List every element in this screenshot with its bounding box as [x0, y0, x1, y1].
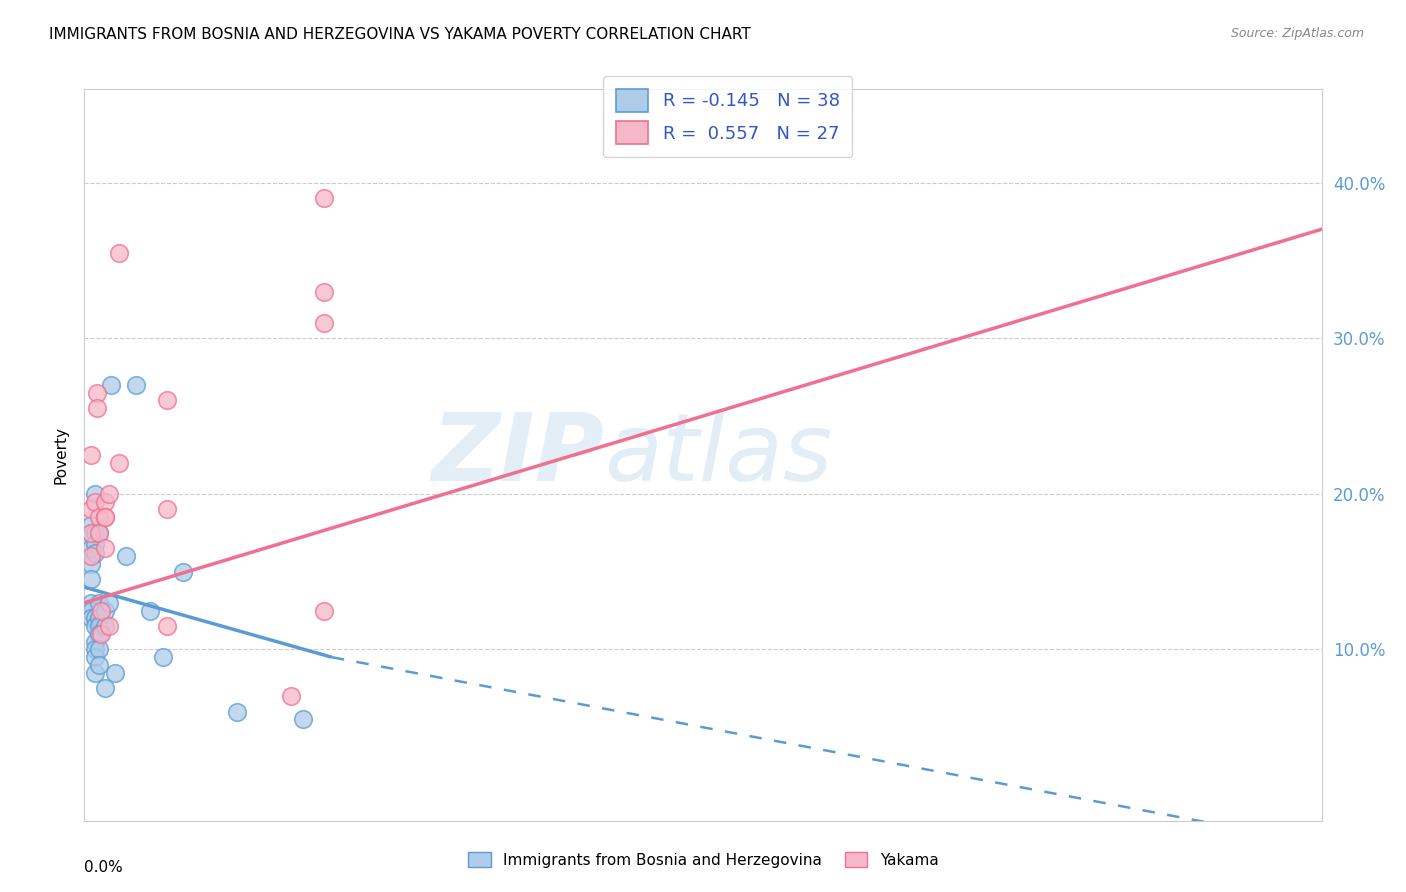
Point — [94, 541, 117, 556]
Point — [83, 650, 105, 665]
Point — [291, 713, 314, 727]
Point — [226, 705, 249, 719]
Point — [108, 245, 131, 260]
Point — [79, 611, 101, 625]
Point — [90, 603, 112, 617]
Legend: Immigrants from Bosnia and Herzegovina, Yakama: Immigrants from Bosnia and Herzegovina, … — [460, 844, 946, 875]
Point — [139, 603, 162, 617]
Point — [98, 619, 121, 633]
Point — [87, 596, 110, 610]
Point — [83, 494, 105, 508]
Point — [94, 494, 117, 508]
Point — [86, 385, 108, 400]
Point — [312, 285, 335, 299]
Point — [108, 456, 131, 470]
Point — [83, 611, 105, 625]
Point — [312, 191, 335, 205]
Point — [90, 627, 112, 641]
Point — [94, 619, 117, 633]
Point — [79, 448, 101, 462]
Point — [156, 502, 179, 516]
Point — [79, 596, 101, 610]
Point — [152, 650, 174, 665]
Point — [87, 525, 110, 540]
Y-axis label: Poverty: Poverty — [53, 425, 69, 484]
Point — [83, 619, 105, 633]
Point — [79, 557, 101, 571]
Point — [83, 536, 105, 550]
Point — [83, 546, 105, 560]
Point — [94, 510, 117, 524]
Point — [83, 642, 105, 657]
Point — [312, 316, 335, 330]
Point — [94, 681, 117, 696]
Point — [104, 665, 127, 680]
Point — [79, 525, 101, 540]
Point — [79, 518, 101, 533]
Point — [83, 525, 105, 540]
Point — [87, 642, 110, 657]
Point — [98, 596, 121, 610]
Point — [172, 565, 194, 579]
Point — [87, 611, 110, 625]
Point — [87, 658, 110, 673]
Point — [156, 619, 179, 633]
Point — [79, 525, 101, 540]
Point — [98, 487, 121, 501]
Point — [83, 634, 105, 648]
Point — [312, 603, 335, 617]
Text: ZIP: ZIP — [432, 409, 605, 501]
Text: 0.0%: 0.0% — [84, 860, 124, 874]
Point — [86, 401, 108, 416]
Point — [156, 393, 179, 408]
Point — [87, 627, 110, 641]
Point — [94, 603, 117, 617]
Legend: R = -0.145   N = 38, R =  0.557   N = 27: R = -0.145 N = 38, R = 0.557 N = 27 — [603, 77, 852, 157]
Point — [87, 525, 110, 540]
Text: IMMIGRANTS FROM BOSNIA AND HERZEGOVINA VS YAKAMA POVERTY CORRELATION CHART: IMMIGRANTS FROM BOSNIA AND HERZEGOVINA V… — [49, 27, 751, 42]
Point — [83, 487, 105, 501]
Text: atlas: atlas — [605, 409, 832, 500]
Point — [79, 573, 101, 587]
Point — [87, 619, 110, 633]
Point — [94, 510, 117, 524]
Point — [280, 689, 302, 703]
Point — [100, 377, 122, 392]
Point — [83, 665, 105, 680]
Point — [114, 549, 136, 563]
Point — [79, 502, 101, 516]
Point — [125, 377, 148, 392]
Point — [87, 510, 110, 524]
Point — [79, 549, 101, 563]
Point — [79, 541, 101, 556]
Text: Source: ZipAtlas.com: Source: ZipAtlas.com — [1230, 27, 1364, 40]
Point — [79, 603, 101, 617]
